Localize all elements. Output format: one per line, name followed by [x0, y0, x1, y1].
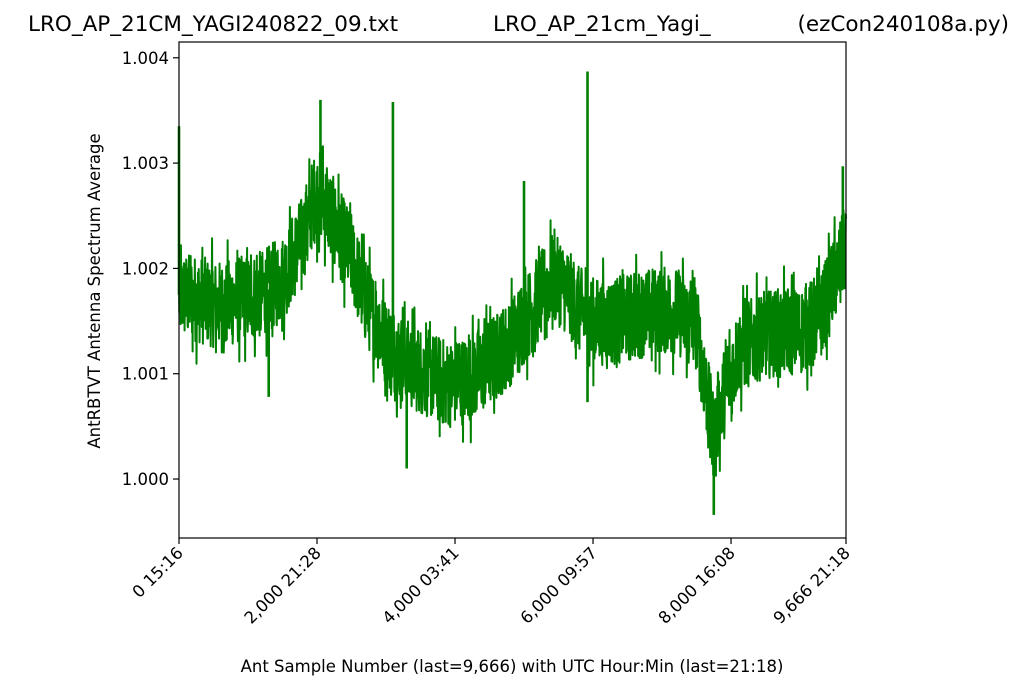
plot-frame: [178, 41, 847, 539]
x-tick-label: 9,666 21:18: [770, 543, 854, 627]
x-tick-label: 0 15:16: [129, 543, 187, 601]
x-tick-label: 2,000 21:28: [241, 543, 325, 627]
x-tick-label: 4,000 03:41: [379, 543, 463, 627]
x-tick-label: 6,000 09:57: [517, 543, 601, 627]
series-line: [178, 145, 847, 477]
y-axis-label: AntRBTVT Antenna Spectrum Average: [85, 133, 104, 448]
y-tick-label: 1.003: [122, 154, 169, 173]
y-tick-label: 1.001: [122, 365, 169, 384]
y-tick-label: 1.004: [122, 49, 169, 68]
x-axis-label: Ant Sample Number (last=9,666) with UTC …: [241, 657, 784, 676]
x-axis: 0 15:16 2,000 21:28 4,000 03:41 6,000 09:57…: [129, 538, 854, 628]
y-tick-label: 1.002: [122, 259, 169, 278]
header-center-title: LRO_AP_21cm_Yagi_: [493, 12, 711, 37]
header-left-filename: LRO_AP_21CM_YAGI240822_09.txt: [28, 12, 398, 37]
y-tick-label: 1.000: [122, 470, 169, 489]
header-right-script: (ezCon240108a.py): [797, 12, 1009, 37]
series-layer: [177, 71, 847, 515]
y-axis: 1.000 1.001 1.002 1.003 1.004: [122, 49, 179, 489]
x-tick-label: 8,000 16:08: [655, 543, 739, 627]
